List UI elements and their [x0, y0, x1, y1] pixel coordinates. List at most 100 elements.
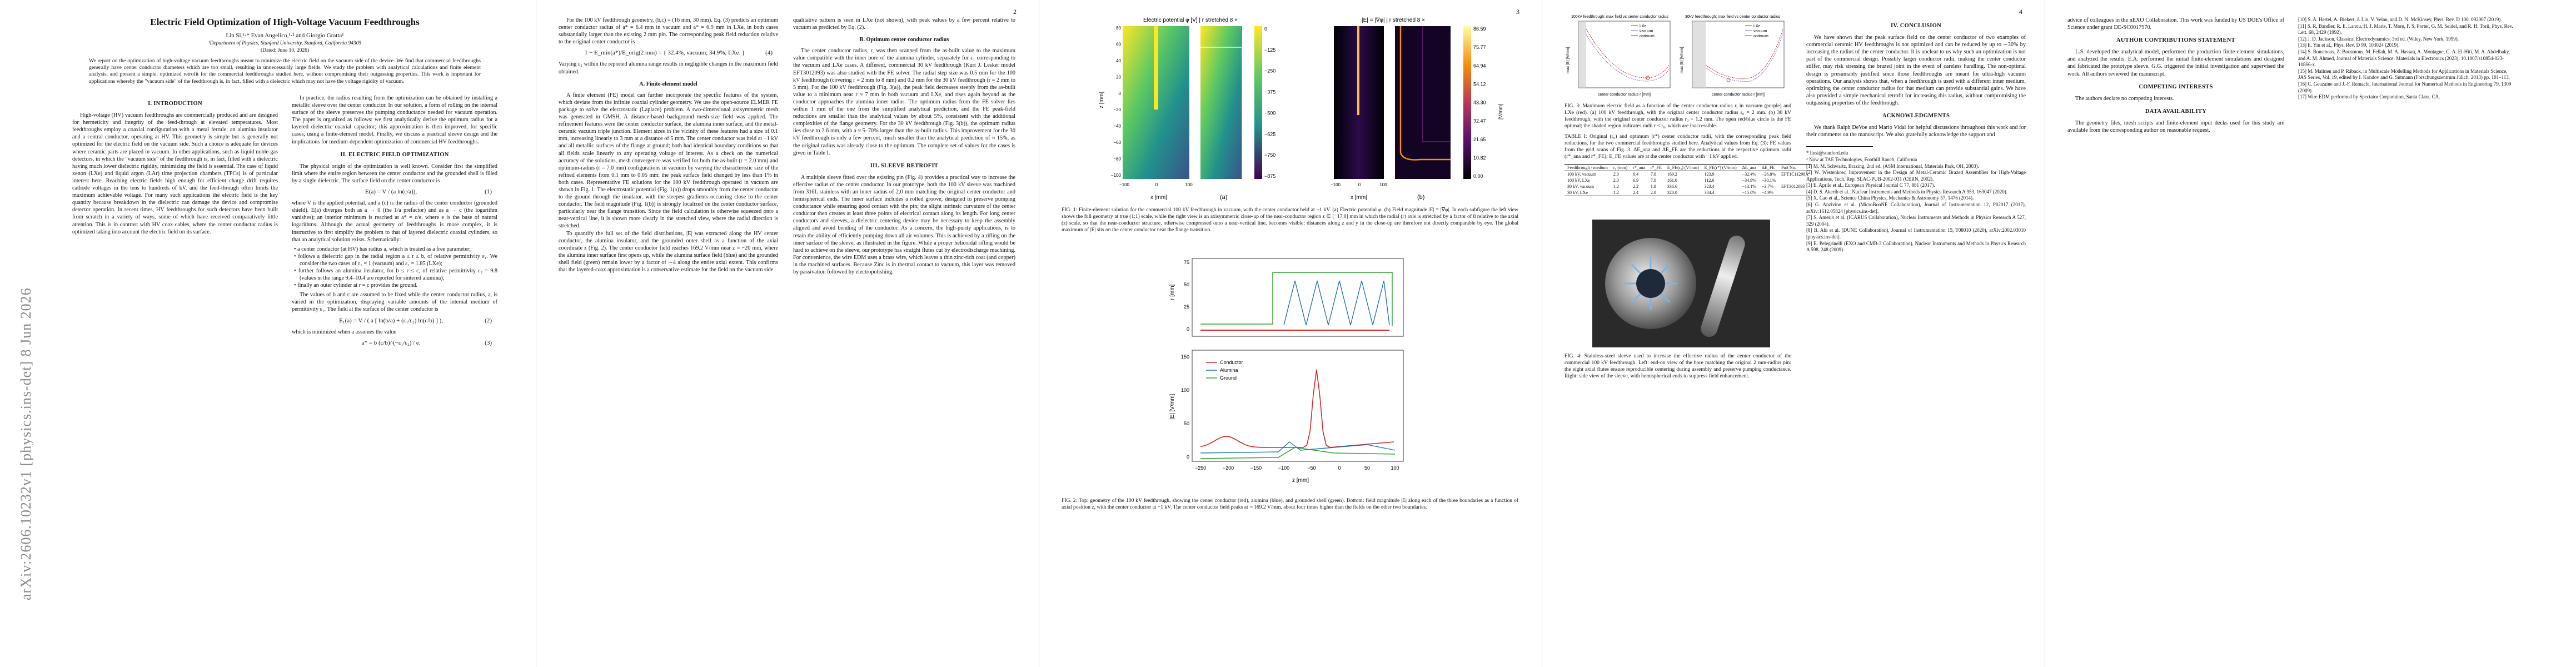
table-cell: 6.9	[1633, 178, 1639, 183]
footnote-item: [8] B. Abi et al. (DUNE Collaboration), …	[1806, 227, 2026, 240]
figure-1a-stretched-view	[1200, 26, 1242, 179]
table-body: 100 kV, vacuum 2.0 6.4 7.0 169.2 123.9 −32.4% −…	[1564, 171, 1812, 196]
figure-1a: Electric potential φ [V] | r stretched 8…	[1099, 17, 1275, 201]
equation-4-number: (4)	[765, 49, 773, 57]
figure-2-top-axes	[1192, 258, 1404, 337]
introduction-continued: In practice, the radius resulting from t…	[292, 95, 497, 145]
legend-label: Ground	[1220, 375, 1237, 381]
arxiv-id: arXiv:2606.10232v1 [physics.ins-det] 8 J…	[18, 287, 34, 600]
table-cell: −30.1%	[1761, 178, 1776, 183]
equation-4-body: 1 − E_min(a*)/E_orig(2 mm) = { 32.4%, va…	[584, 49, 745, 57]
colorbar-tick-label: −125	[1264, 47, 1275, 53]
figure-3b-inaccessible-region	[1692, 21, 1706, 88]
table-cell: 2.0	[1613, 172, 1619, 177]
table-cell: 7.0	[1650, 178, 1656, 183]
figure-3a-axes	[1578, 21, 1671, 88]
section-2-title: II. ELECTRIC FIELD OPTIMIZATION	[340, 151, 449, 158]
equation-1-body: E(a) = V / (a ln(c/a)),	[365, 188, 417, 196]
y-tick-label: 50	[1184, 282, 1189, 287]
table-cell: 100 kV, vacuum	[1567, 172, 1597, 177]
x-tick-label: 100	[1391, 465, 1399, 471]
equation-3: a* = b (c/b)^(−ε₁/ε₂) / e. (3)	[292, 340, 497, 347]
equation-4: 1 − E_min(a*)/E_orig(2 mm) = { 32.4%, va…	[559, 49, 778, 57]
y-tick-label: 150	[1181, 354, 1189, 360]
x-tick-label: −100	[1278, 465, 1289, 471]
figure-3b-vacuum-curve	[1705, 33, 1783, 82]
colorbar-tick-label: 10.82	[1473, 155, 1486, 161]
figure-2-top-ylabel: r [mm]	[1169, 284, 1175, 300]
y-tick-label: −40	[1113, 124, 1121, 129]
page-1: Electric Field Optimization of High-Volt…	[33, 0, 536, 667]
alumina-outline	[1283, 280, 1390, 326]
y-tick-label: 40	[1116, 58, 1121, 63]
legend-label: optimum	[1640, 34, 1655, 38]
reference-item: [14] S. Bousmous, Z. Bousmous, M. Fellah…	[2298, 48, 2510, 68]
y-tick-label: 50	[1184, 421, 1189, 426]
table-cell: −4.9%	[1761, 190, 1774, 195]
reference-item: [15] M. Malinen and P. Råback, in Multis…	[2298, 68, 2510, 81]
figure-3-caption: FIG. 3: Maximum electric field as a func…	[1564, 103, 1791, 129]
affiliation: ¹Department of Physics, Stanford Univers…	[208, 41, 362, 46]
x-tick-label: −200	[1223, 465, 1234, 471]
table-cell: 112.6	[1704, 178, 1715, 183]
figure-3b-optimum-marker	[1726, 78, 1731, 82]
introduction-paragraph: High-voltage (HV) vacuum feedthroughs ar…	[72, 112, 278, 235]
page-number: 3	[1516, 8, 1519, 16]
figure-1b-conductor-edge	[1399, 26, 1451, 161]
table-row: 30 kV, vacuum 1.2 2.2 1.8 336.6 323.4 −13.1% −3…	[1564, 183, 1811, 190]
colorbar-tick-label: 54.12	[1473, 81, 1486, 87]
abstract: We report on the optimization of high-vo…	[89, 58, 481, 84]
figure-2-caption: FIG. 2: Top: geometry of the 100 kV feed…	[1062, 497, 1518, 510]
figure-1b-conductor-field	[1357, 26, 1359, 115]
date: (Dated: June 10, 2026)	[260, 48, 310, 53]
table-cell: −26.8%	[1761, 172, 1776, 177]
page-5-left-column: advice of colleagues in the nEXO Collabo…	[2067, 17, 2284, 134]
legend-label: vacuum	[1640, 29, 1653, 33]
figure-1a-boundary	[1200, 47, 1243, 179]
page-5: advice of colleagues in the nEXO Collabo…	[2045, 0, 2576, 667]
y-tick-label: 80	[1116, 26, 1121, 31]
x-tick-label: −150	[1250, 465, 1262, 471]
figure-1a-conductor	[1154, 26, 1158, 109]
figure-1b-colorbar	[1463, 26, 1471, 179]
table-header-cell: E_FE(r₀) (V/mm)	[1667, 165, 1699, 170]
section-3-title: III. SLEEVE RETROFIT	[870, 162, 939, 169]
x-tick-label: 0	[1155, 182, 1158, 187]
page-3: 3 Electric potential φ [V] | r stretched…	[1039, 0, 1542, 667]
flute	[1660, 293, 1671, 303]
conductor-outline	[1200, 330, 1389, 331]
x-tick-label: −50	[1307, 465, 1316, 471]
figure-3b-xlabel: center conductor radius r [mm]	[1712, 93, 1765, 97]
y-tick-label: 0	[1119, 91, 1122, 96]
alumina-field-line	[1200, 441, 1396, 454]
legend-label: vacuum	[1753, 29, 1767, 33]
figure-2-legend: Conductor Alumina Ground	[1206, 360, 1243, 381]
table-cell: EFT3012093	[1781, 184, 1805, 189]
x-tick-label: 50	[1364, 465, 1370, 471]
colorbar-tick-label: 86.59	[1473, 26, 1486, 32]
table-1-caption: TABLE I: Original (r₀) and optimum (r*) …	[1564, 133, 1791, 160]
figure-1a-title: Electric potential φ [V] | r stretched 8…	[1143, 17, 1238, 23]
figure-2-xticks: −250 −200 −150 −100 −50 0 50 100	[1195, 465, 1399, 471]
figure-3b-title: 30kV feedthrough: max field vs center co…	[1685, 15, 1781, 19]
reference-item: [17] Wire EDM performed by Spectator Cor…	[2298, 94, 2440, 100]
table-cell: 161.0	[1667, 178, 1677, 183]
section-4-title: IV. CONCLUSION	[1891, 23, 1941, 29]
page-2-paragraph-1: For the 100 kV feedthrough geometry, (b,…	[559, 17, 778, 46]
y-tick-label: −20	[1113, 107, 1121, 112]
colorbar-tick-label: 0	[1264, 26, 1267, 32]
reference-item: [12] J. D. Jackson, Classical Electrodyn…	[2298, 36, 2459, 42]
data-availability-text: The geometry files, mesh scripts and fin…	[2067, 120, 2284, 134]
figure-3a-lxe-curve	[1586, 28, 1670, 78]
competing-interests-text: The authors declare no competing interes…	[2075, 95, 2174, 102]
table-cell: 2.0	[1613, 178, 1619, 183]
page-2-right-column: qualitative pattern is seen in LXe (not …	[793, 17, 1015, 276]
footnote-divider	[1806, 146, 1873, 147]
figure-1b-label: (b)	[1417, 194, 1424, 201]
sleeve-side-view	[1701, 235, 1745, 337]
table-row: 30 kV, LXe 1.2 2.4 2.0 320.0 304.4 −15.0% −4.9%	[1564, 190, 1811, 196]
figure-1a-colorbar	[1254, 26, 1262, 179]
page-1-header: Electric Field Optimization of High-Volt…	[72, 17, 497, 85]
figure-1a-yticks: 80 60 40 20 0 −20 −40 −60 −80 −100	[1111, 26, 1122, 178]
